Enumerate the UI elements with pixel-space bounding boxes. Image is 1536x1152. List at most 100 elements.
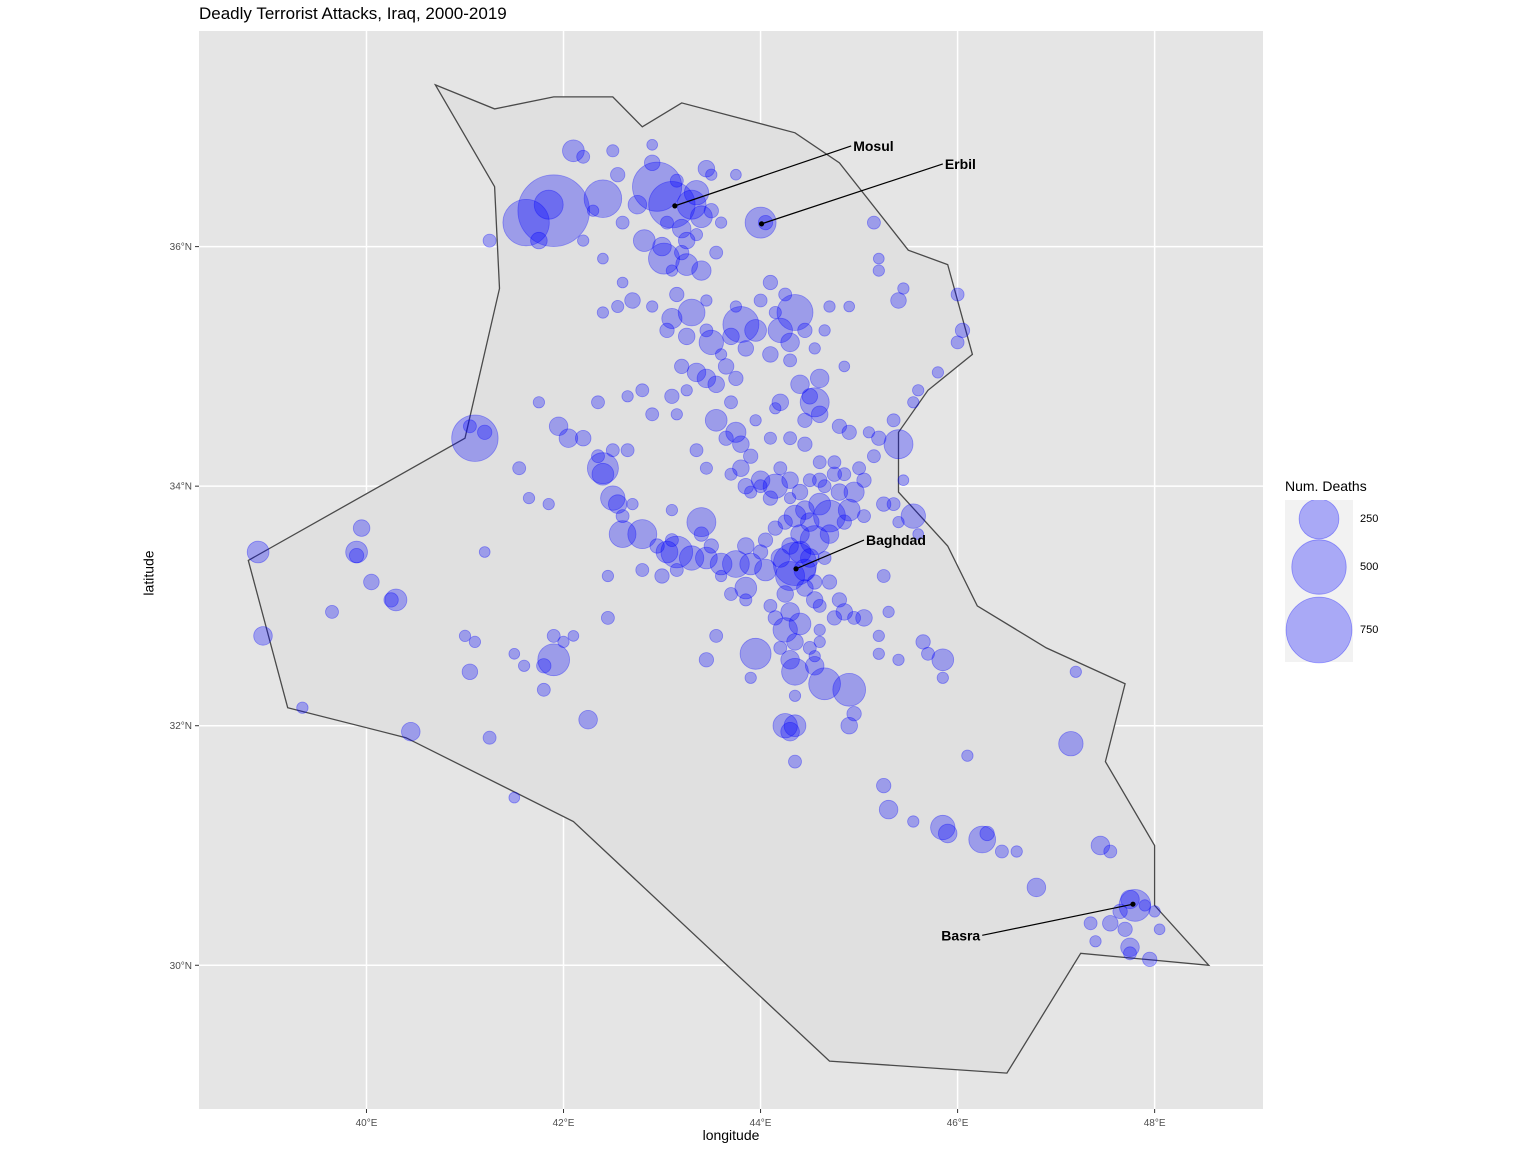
attack-point bbox=[791, 483, 809, 501]
attack-point bbox=[522, 491, 536, 505]
attack-point bbox=[1103, 844, 1118, 859]
attack-point bbox=[753, 293, 768, 308]
attack-point bbox=[783, 353, 797, 368]
attack-point bbox=[857, 509, 871, 523]
legend-title: Num. Deaths bbox=[1285, 478, 1367, 494]
attack-point bbox=[1120, 937, 1140, 958]
attack-point bbox=[781, 537, 799, 555]
attack-point bbox=[752, 544, 769, 560]
attack-point bbox=[780, 332, 800, 353]
attack-point bbox=[805, 656, 825, 676]
attack-point bbox=[546, 629, 561, 643]
attack-point bbox=[1148, 905, 1161, 918]
attack-point bbox=[892, 515, 905, 529]
legend: Num. Deaths 250 500 750 bbox=[1285, 478, 1378, 664]
tick-label-y: 32°N bbox=[170, 721, 192, 732]
attack-point bbox=[536, 658, 552, 674]
attack-point bbox=[714, 216, 728, 229]
attack-point bbox=[897, 474, 910, 487]
attack-point bbox=[578, 710, 598, 730]
attack-point bbox=[1123, 946, 1137, 961]
tick-label-y: 36°N bbox=[170, 242, 192, 253]
attack-point bbox=[616, 276, 629, 289]
attack-point bbox=[781, 471, 799, 489]
attack-point bbox=[690, 205, 713, 229]
attack-point bbox=[802, 473, 817, 488]
axis-ticks: 40°E 42°E 44°E 46°E 48°E 30°N 32°N 34°N 36°N bbox=[170, 242, 1166, 1129]
attack-point bbox=[772, 617, 798, 643]
attack-point bbox=[695, 546, 718, 570]
attack-point bbox=[950, 287, 965, 302]
attack-point bbox=[823, 300, 836, 313]
attack-point bbox=[737, 537, 755, 555]
attack-point bbox=[654, 568, 670, 584]
attack-point bbox=[615, 509, 630, 523]
attack-point bbox=[724, 395, 738, 410]
attack-point bbox=[670, 408, 683, 421]
attack-point bbox=[661, 307, 683, 329]
attack-point bbox=[709, 629, 724, 643]
attack-point bbox=[548, 416, 569, 437]
legend-keys bbox=[1285, 500, 1353, 664]
attack-point bbox=[601, 611, 615, 625]
attack-point bbox=[808, 650, 821, 663]
attack-point bbox=[533, 189, 564, 220]
attack-point bbox=[648, 181, 696, 229]
attack-point bbox=[363, 573, 380, 591]
attack-point bbox=[907, 815, 920, 828]
attack-point bbox=[772, 713, 798, 739]
attack-point bbox=[703, 203, 719, 219]
legend-label-250: 250 bbox=[1360, 513, 1379, 525]
city-label: Basra bbox=[941, 927, 980, 943]
attack-point bbox=[482, 233, 497, 248]
attack-point bbox=[700, 294, 713, 307]
attack-point bbox=[600, 485, 626, 511]
attack-point bbox=[646, 300, 659, 313]
attack-point bbox=[800, 512, 820, 532]
attack-point bbox=[871, 430, 887, 446]
attack-point bbox=[872, 252, 885, 265]
attack-point bbox=[627, 519, 658, 549]
city-label: Mosul bbox=[853, 138, 893, 154]
attack-point bbox=[797, 436, 813, 452]
attack-point bbox=[810, 368, 830, 389]
attack-point bbox=[876, 496, 892, 512]
attack-point bbox=[296, 701, 309, 714]
attack-point bbox=[632, 161, 683, 212]
attack-point bbox=[672, 218, 692, 239]
attack-point bbox=[930, 814, 956, 841]
tick-label-y: 34°N bbox=[170, 482, 192, 493]
attack-point bbox=[781, 657, 809, 686]
attack-point bbox=[577, 234, 590, 247]
attack-point bbox=[812, 472, 828, 488]
attack-point bbox=[743, 448, 759, 464]
attack-point bbox=[830, 483, 849, 501]
x-axis-title: longitude bbox=[702, 1127, 760, 1143]
attack-point bbox=[645, 407, 660, 422]
attack-point bbox=[730, 168, 742, 181]
attack-point bbox=[669, 173, 684, 188]
attack-point bbox=[468, 635, 481, 649]
attack-point bbox=[744, 485, 758, 499]
leader-line bbox=[674, 145, 852, 207]
attack-point bbox=[635, 563, 650, 577]
attack-point bbox=[777, 514, 793, 530]
attack-point bbox=[806, 591, 824, 609]
attack-point bbox=[696, 368, 717, 389]
attack-point bbox=[776, 585, 794, 603]
attack-point bbox=[352, 519, 371, 537]
attack-point bbox=[763, 599, 778, 613]
attack-point bbox=[690, 228, 704, 242]
attack-point bbox=[841, 424, 857, 440]
attack-point bbox=[773, 461, 788, 476]
attack-point bbox=[665, 264, 679, 277]
attack-point bbox=[660, 215, 674, 230]
attack-point bbox=[802, 641, 817, 655]
attack-point bbox=[674, 358, 690, 374]
attack-point bbox=[995, 844, 1009, 859]
iraq-border bbox=[247, 83, 1211, 1074]
attack-point bbox=[757, 532, 774, 548]
attack-point bbox=[831, 592, 848, 608]
attack-point bbox=[655, 540, 679, 564]
attack-point bbox=[737, 478, 755, 495]
